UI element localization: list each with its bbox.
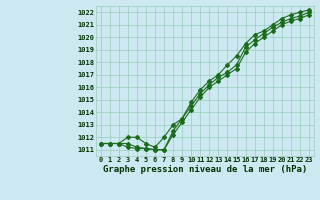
X-axis label: Graphe pression niveau de la mer (hPa): Graphe pression niveau de la mer (hPa)	[103, 165, 307, 174]
